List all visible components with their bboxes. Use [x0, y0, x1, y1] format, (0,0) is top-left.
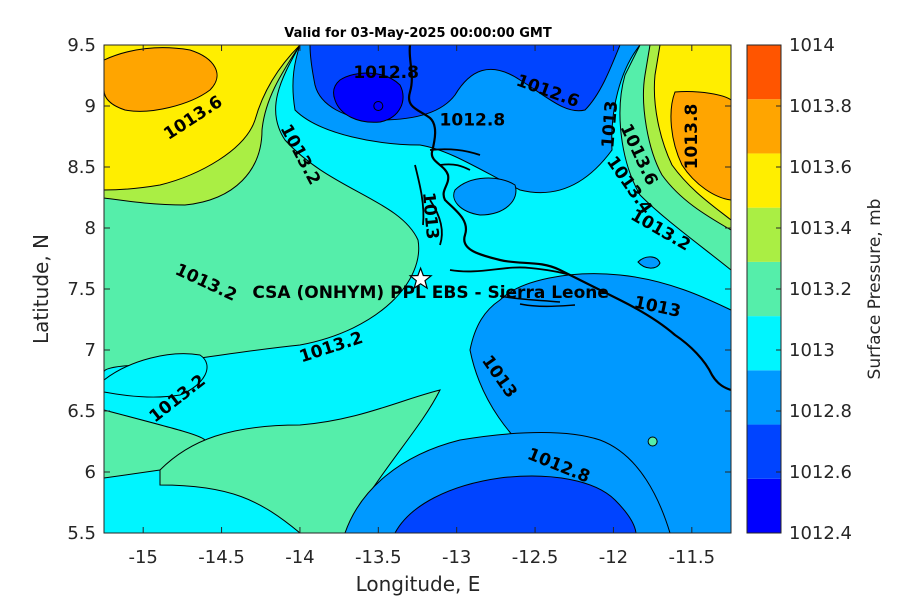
colorbar-swatch [747, 424, 781, 479]
y-tick-label: 5.5 [67, 523, 96, 544]
site-label: CSA (ONHYM) PPL EBS - Sierra Leone [252, 283, 609, 303]
colorbar-swatch [747, 45, 781, 100]
colorbar-tick-label: 1013.8 [789, 96, 852, 117]
y-tick-label: 9.5 [67, 35, 96, 56]
contour-label: 1012.8 [353, 63, 419, 83]
coastline-estuary-1 [414, 148, 481, 246]
x-tick-label: -14.5 [198, 547, 245, 568]
y-tick-label: 9 [85, 96, 96, 117]
colorbar-swatch [747, 153, 781, 208]
y-axis-label: Latitude, N [29, 234, 53, 344]
band-1012-8-center [453, 177, 517, 216]
colorbar-tick-label: 1012.4 [789, 523, 852, 544]
contour-label: 1013.8 [682, 104, 702, 170]
dot-marker [647, 436, 658, 447]
colorbar-label: Surface Pressure, mb [865, 199, 885, 380]
y-tick-label: 8 [85, 218, 96, 239]
x-tick-label: -14 [285, 547, 314, 568]
chart-title: Valid for 03-May-2025 00:00:00 GMT [284, 26, 552, 41]
contour-label: 1012.8 [440, 111, 506, 131]
colorbar-tick-label: 1013 [789, 340, 835, 361]
x-tick-label: -13 [442, 547, 471, 568]
band-1012-4-low [333, 72, 404, 123]
y-tick-label: 7 [85, 340, 96, 361]
x-axis-ticks: -15 -14.5 -14 -13.5 -13 -12.5 -12 -11.5 [128, 45, 715, 568]
y-tick-label: 6.5 [67, 401, 96, 422]
y-axis-ticks: 5.5 6 6.5 7 7.5 8 8.5 9 9.5 [67, 35, 731, 544]
colorbar: 1012.4 1012.6 1012.8 1013 1013.2 1013.4 1013.6… [746, 35, 852, 544]
band-1013-8-east [670, 91, 731, 201]
x-tick-label: -15 [128, 547, 157, 568]
colorbar-tick-label: 1013.2 [789, 279, 852, 300]
colorbar-swatch [747, 370, 781, 425]
colorbar-swatch [747, 261, 781, 317]
contour-plot-area [104, 45, 731, 533]
colorbar-swatch [747, 478, 781, 533]
coastline-path [407, 45, 731, 392]
colorbar-swatch [747, 207, 781, 262]
colorbar-tick-label: 1014 [789, 35, 835, 56]
colorbar-tick-label: 1013.6 [789, 157, 852, 178]
x-tick-label: -13.5 [355, 547, 402, 568]
colorbar-tick-label: 1012.6 [789, 462, 852, 483]
x-axis-label: Longitude, E [356, 572, 481, 596]
colorbar-tick-label: 1012.8 [789, 401, 852, 422]
cyan-pocket-southwest [104, 353, 208, 398]
site-marker-group: CSA (ONHYM) PPL EBS - Sierra Leone [252, 101, 658, 447]
band-1013-2-south [159, 389, 441, 533]
site-star-icon [408, 266, 433, 290]
coastline-estuary-2 [449, 266, 571, 276]
low-center-marker [373, 101, 384, 111]
y-tick-label: 6 [85, 462, 96, 483]
colorbar-swatch [747, 316, 781, 371]
band-1012-6-south [394, 475, 637, 533]
y-tick-label: 8.5 [67, 157, 96, 178]
x-tick-label: -12.5 [512, 547, 559, 568]
coastline-islands [499, 295, 576, 308]
x-tick-label: -12 [599, 547, 628, 568]
contour-label: 1013 [418, 191, 442, 240]
colorbar-tick-label: 1013.4 [789, 218, 852, 239]
band-1012-8-east-patch [637, 256, 661, 269]
colorbar-swatch [747, 99, 781, 154]
coastline [407, 45, 731, 392]
contour-label: 1013 [598, 100, 622, 149]
y-tick-label: 7.5 [67, 279, 96, 300]
x-tick-label: -11.5 [669, 547, 716, 568]
band-1013-8-northwest [104, 47, 218, 112]
